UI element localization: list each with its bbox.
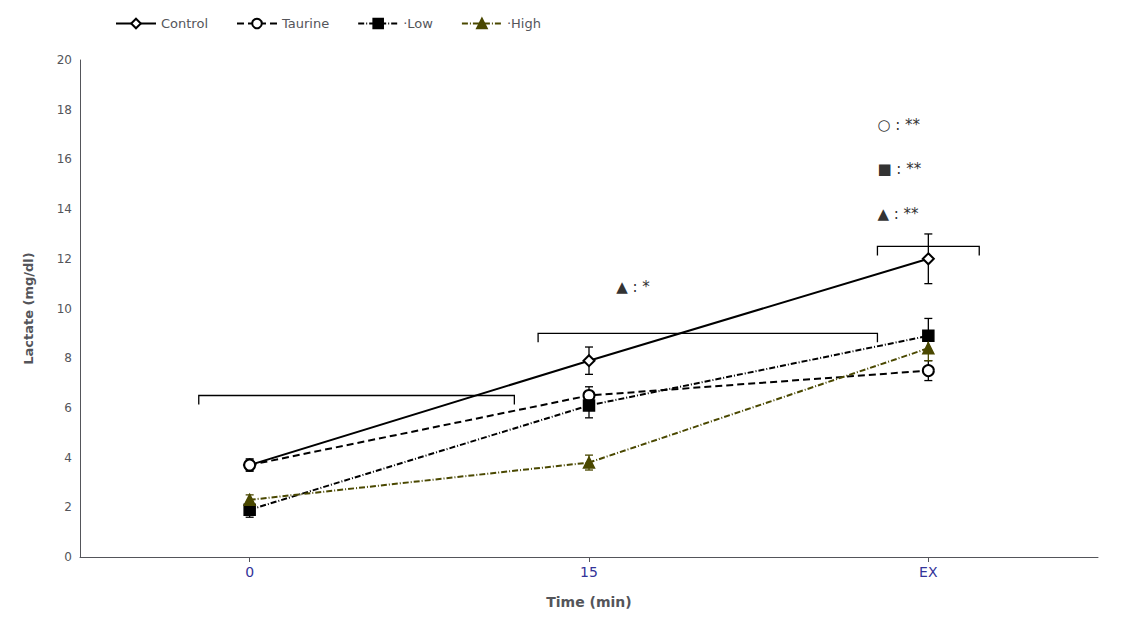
svg-text:8: 8 <box>64 351 72 365</box>
svg-text:Control: Control <box>161 16 208 31</box>
svg-text:EX: EX <box>919 564 938 580</box>
svg-text:·High: ·High <box>507 16 541 31</box>
svg-text:0: 0 <box>64 550 72 564</box>
svg-text:4: 4 <box>64 451 72 465</box>
svg-text:0: 0 <box>245 564 254 580</box>
svg-text:20: 20 <box>57 53 72 67</box>
svg-text:18: 18 <box>57 103 72 117</box>
svg-text:▲ : **: ▲ : ** <box>877 205 919 223</box>
svg-text:14: 14 <box>57 202 72 216</box>
svg-text:Lactate (mg/dl): Lactate (mg/dl) <box>21 252 36 365</box>
svg-text:6: 6 <box>64 401 72 415</box>
svg-text:12: 12 <box>57 252 72 266</box>
svg-text:Taurine: Taurine <box>281 16 329 31</box>
svg-text:■ : **: ■ : ** <box>877 160 921 178</box>
svg-text:Time (min): Time (min) <box>546 594 631 610</box>
svg-text:10: 10 <box>57 302 72 316</box>
svg-text:16: 16 <box>57 152 72 166</box>
svg-text:▲ : *: ▲ : * <box>616 278 650 296</box>
svg-text:2: 2 <box>64 500 72 514</box>
svg-text:○ : **: ○ : ** <box>877 116 920 134</box>
svg-text:·Low: ·Low <box>403 16 433 31</box>
svg-text:15: 15 <box>580 564 598 580</box>
